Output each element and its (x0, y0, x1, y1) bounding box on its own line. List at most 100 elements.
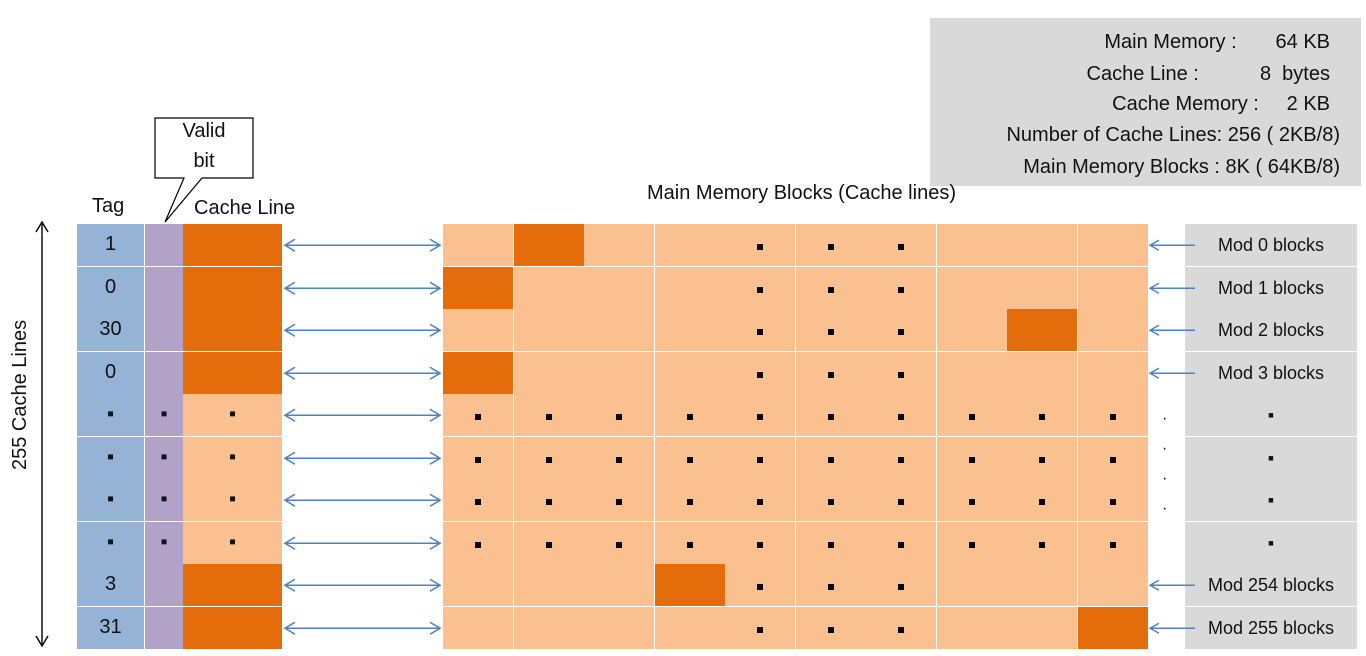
memory-block (655, 352, 726, 395)
tag-cell: 31 (77, 607, 145, 649)
mod-arrow (1148, 367, 1195, 379)
memory-block (866, 522, 937, 565)
valid-bit-cell: ▪ (145, 479, 183, 521)
mod-label: Mod 255 blocks (1185, 607, 1357, 650)
ellipsis-dot (828, 627, 834, 633)
memory-block (725, 224, 796, 267)
memory-block (514, 394, 585, 437)
ellipsis-dot (1039, 499, 1045, 505)
ellipsis-dot (546, 542, 552, 548)
memory-block (937, 309, 1008, 352)
valid-bit-cell (145, 607, 183, 649)
memory-block (1078, 394, 1149, 437)
cache-line-cell: ▪ (183, 394, 282, 436)
ellipsis-dot (898, 584, 904, 590)
cache-line-cell (183, 607, 282, 649)
memory-block-cached (1078, 607, 1149, 650)
cache-line-cell (183, 267, 282, 309)
ellipsis-dot (969, 542, 975, 548)
memory-block (584, 309, 655, 352)
memory-block (725, 607, 796, 650)
ellipsis-dot (757, 499, 763, 505)
cache-line-cell: ▪ (183, 479, 282, 521)
mapping-arrow (283, 451, 442, 465)
mod-arrow (1148, 239, 1195, 251)
ellipsis-dot (475, 457, 481, 463)
ellipsis-dot (828, 329, 834, 335)
ellipsis-dot (898, 542, 904, 548)
ellipsis-dot (757, 542, 763, 548)
tag-cell: 3 (77, 564, 145, 606)
memory-block (443, 224, 514, 267)
ellipsis-dot (757, 244, 763, 250)
ellipsis-dot (1110, 499, 1116, 505)
info-main-memory: Main Memory : 64 KB (1104, 31, 1330, 53)
ellipsis-dot (898, 287, 904, 293)
memory-block (443, 607, 514, 650)
memory-block (1007, 437, 1078, 480)
ellipsis-dot (1039, 457, 1045, 463)
info-cache-line: Cache Line : 8 bytes (1086, 63, 1330, 85)
mod-label: Mod 2 blocks (1185, 309, 1357, 352)
memory-block (443, 309, 514, 352)
ellipsis-dot (969, 414, 975, 420)
ellipsis-dot (898, 414, 904, 420)
memory-block (443, 437, 514, 480)
info-box: Main Memory : 64 KB Cache Line : 8 bytes… (930, 18, 1361, 186)
tag-cell: ▪ (77, 394, 145, 436)
ellipsis-dot (546, 499, 552, 505)
valid-bit-cell (145, 224, 183, 266)
mapping-arrow (283, 621, 442, 635)
memory-block (1078, 309, 1149, 352)
memory-block (937, 267, 1008, 310)
memory-block (1078, 479, 1149, 522)
memory-block (584, 479, 655, 522)
tag-cell: 1 (77, 224, 145, 266)
gap-dot: · (1162, 500, 1168, 517)
memory-block (655, 267, 726, 310)
memory-block (655, 522, 726, 565)
memory-block (1078, 564, 1149, 607)
memory-block (584, 352, 655, 395)
memory-block (725, 309, 796, 352)
ellipsis-dot (757, 287, 763, 293)
ellipsis-dot (828, 244, 834, 250)
info-main-memory-blocks: Main Memory Blocks : 8K ( 64KB/8) (1023, 156, 1340, 178)
memory-block (514, 607, 585, 650)
valid-bit-cell: ▪ (145, 394, 183, 436)
valid-bit-cell (145, 267, 183, 309)
info-number-of-cache-lines: Number of Cache Lines: 256 ( 2KB/8) (1006, 124, 1340, 146)
memory-block (866, 394, 937, 437)
ellipsis-dot (828, 542, 834, 548)
memory-block (866, 309, 937, 352)
mod-arrow (1148, 622, 1195, 634)
ellipsis-dot (1110, 414, 1116, 420)
ellipsis-dot (969, 457, 975, 463)
memory-block (514, 309, 585, 352)
mapping-arrow (283, 238, 442, 252)
ellipsis-dot (616, 414, 622, 420)
memory-block (443, 564, 514, 607)
memory-block (796, 224, 867, 267)
gap-dot: · (1162, 440, 1168, 457)
ellipsis-dot (828, 457, 834, 463)
memory-block (655, 224, 726, 267)
ellipsis-dot (898, 329, 904, 335)
memory-block (1007, 479, 1078, 522)
cache-line-cell (183, 309, 282, 351)
main-memory-blocks-header: Main Memory Blocks (Cache lines) (647, 182, 956, 204)
memory-block-cached (1007, 309, 1078, 352)
mapping-arrow (283, 536, 442, 550)
memory-block (1078, 267, 1149, 310)
memory-block (1078, 437, 1149, 480)
mod-arrow (1148, 282, 1195, 294)
ellipsis-dot (969, 499, 975, 505)
valid-bit-cell: ▪ (145, 437, 183, 479)
valid-bit-cell (145, 564, 183, 606)
gap-dot: · (1162, 410, 1168, 427)
ellipsis-dot (898, 457, 904, 463)
memory-block (937, 224, 1008, 267)
ellipsis-dot (757, 372, 763, 378)
mapping-arrow (283, 578, 442, 592)
